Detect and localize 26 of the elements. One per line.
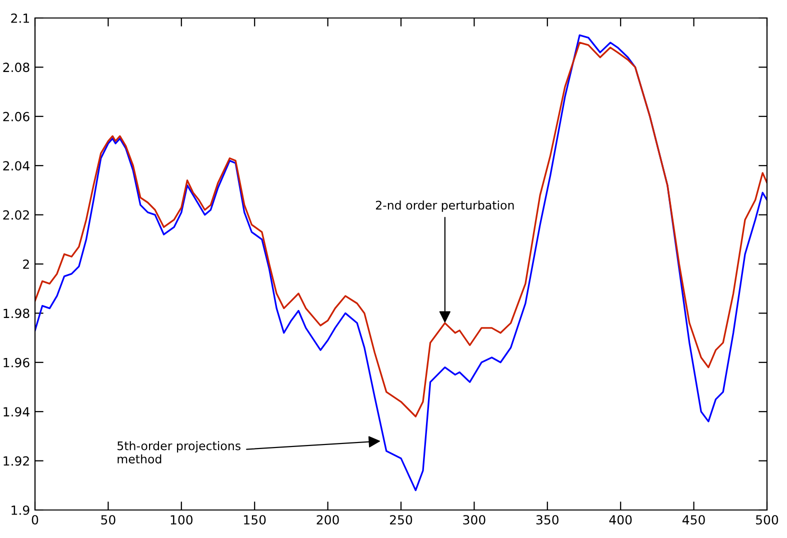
annotation: 5th-order projections method (118, 441, 240, 464)
x-tick-label: 50 (101, 515, 116, 525)
y-tick-label: 1.9 (12, 505, 30, 515)
x-tick-label: 250 (390, 515, 412, 525)
y-tick-label: 2.02 (3, 210, 29, 220)
line-series (35, 42, 767, 418)
y-tick-label: 2.04 (3, 161, 30, 171)
x-tick-label: 200 (316, 515, 339, 525)
x-tick-label: 400 (609, 515, 632, 525)
x-tick-label: 0 (32, 515, 38, 525)
x-tick-label: 450 (682, 515, 705, 525)
y-tick-label: 2.08 (3, 62, 30, 72)
y-tick-label: 2.06 (3, 112, 30, 122)
y-tick-label: 1.94 (4, 407, 30, 417)
y-tick-label: 1.98 (4, 308, 30, 318)
y-tick-label: 2 (23, 259, 29, 269)
y-tick-label: 2.1 (11, 13, 29, 23)
line-series (35, 34, 767, 492)
x-tick-label: 350 (536, 515, 558, 525)
y-tick-label: 1.92 (4, 456, 29, 466)
x-tick-label: 150 (244, 515, 266, 525)
annotation: 2-nd order perturbation (376, 200, 514, 212)
x-tick-label: 100 (170, 515, 192, 525)
y-tick-label: 1.96 (4, 358, 30, 368)
x-tick-label: 500 (756, 515, 778, 525)
x-tick-label: 300 (463, 515, 486, 525)
